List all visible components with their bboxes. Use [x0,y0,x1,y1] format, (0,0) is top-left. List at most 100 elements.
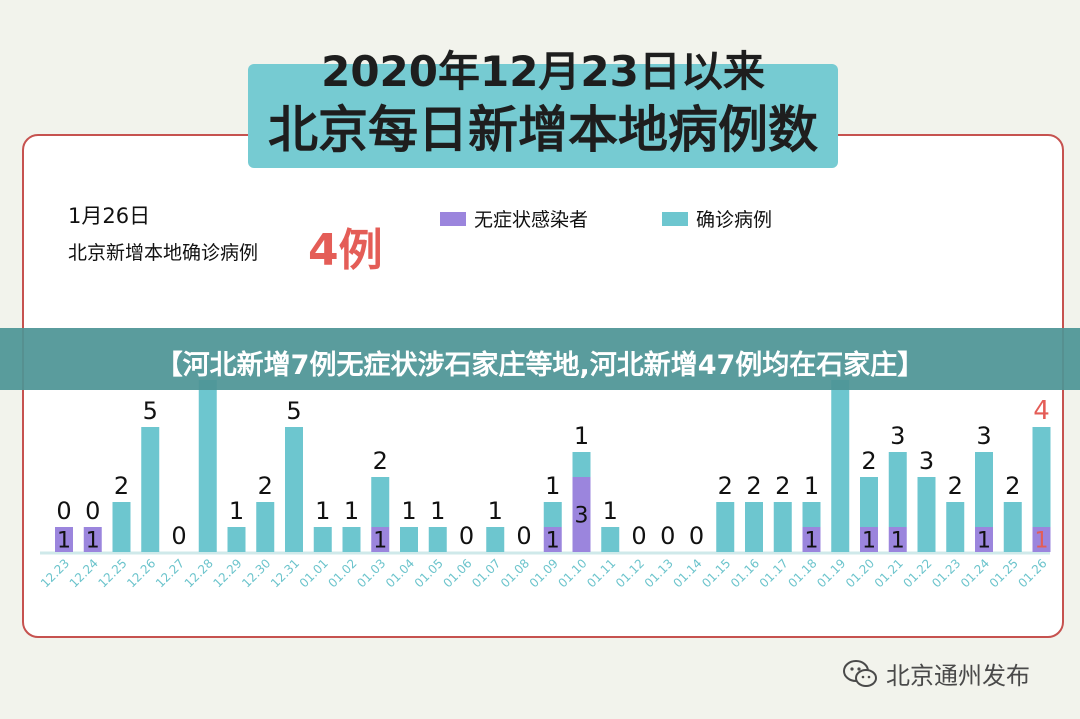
bar-confirmed [860,477,878,527]
x-tick-label: 01.14 [670,556,704,590]
bar-confirmed [745,502,763,552]
x-tick-label: 01.10 [555,556,589,590]
bar-label-confirmed: 2 [373,447,388,475]
bar-label-asymptomatic: 1 [1035,529,1049,554]
bar-label-confirmed: 1 [229,497,244,525]
bar-label-confirmed: 0 [516,522,531,550]
x-tick-label: 12.29 [210,556,244,590]
bar-asymptomatic [1032,527,1051,552]
x-tick-label: 01.08 [498,556,532,590]
bar-label-asymptomatic: 1 [977,529,991,554]
bar-label-asymptomatic: 1 [57,529,71,554]
bar-label-confirmed: 1 [545,472,560,500]
bar-label-confirmed: 3 [919,447,934,475]
bar-label-confirmed: 1 [603,497,618,525]
x-tick-label: 01.25 [987,556,1021,590]
bar-confirmed [831,380,850,552]
x-tick-label: 01.04 [383,556,417,590]
wechat-icon [843,659,877,687]
x-tick-label: 12.23 [38,556,72,590]
x-tick-label: 01.20 [843,556,877,590]
summary-value: 4例 [308,225,383,276]
legend-label-asymptomatic: 无症状感染者 [474,209,589,231]
bar-label-confirmed: 4 [1033,396,1050,426]
bar-confirmed [371,477,390,527]
bar-label-asymptomatic: 3 [575,504,589,529]
bar-asymptomatic [888,527,907,552]
x-tick-label: 01.09 [527,556,561,590]
bar-label-confirmed: 2 [114,472,129,500]
bar-asymptomatic [975,527,993,552]
bar-asymptomatic [83,527,102,552]
bar-confirmed [946,502,965,552]
bar-label-confirmed: 2 [775,472,790,500]
bar-confirmed [313,527,332,552]
bar-confirmed [342,527,361,552]
bar-confirmed [428,527,447,552]
bar-label-confirmed: 1 [344,497,359,525]
bar-label-confirmed: 1 [488,497,503,525]
x-tick-label: 01.11 [584,556,618,590]
title-line2: 北京每日新增本地病例数 [268,101,818,159]
headline-text: 【河北新增7例无症状涉石家庄等地,河北新增47例均在石家庄】 [155,350,925,381]
x-tick-label: 01.23 [929,556,963,590]
x-tick-label: 01.16 [728,556,762,590]
x-tick-label: 01.17 [757,556,791,590]
bar-label-confirmed: 2 [746,472,761,500]
x-tick-label: 12.31 [268,556,302,590]
bar-label-confirmed: 1 [315,497,330,525]
bar-confirmed [486,527,505,552]
x-tick-label: 01.01 [297,556,331,590]
bar-confirmed [400,527,418,552]
bar-confirmed [285,427,303,552]
bar-label-asymptomatic: 1 [373,529,387,554]
x-tick-label: 01.03 [354,556,388,590]
legend-label-confirmed: 确诊病例 [696,209,773,231]
legend-confirmed: 确诊病例 [662,205,772,232]
bar-label-confirmed: 0 [689,522,704,550]
x-tick-label: 12.27 [153,556,187,590]
bar-label-asymptomatic: 1 [546,529,560,554]
x-tick-label: 01.18 [785,556,819,590]
bar-label-confirmed: 2 [948,472,963,500]
title-line1: 2020年12月23日以来 [321,47,765,96]
bar-label-asymptomatic: 1 [891,529,905,554]
x-tick-label: 01.05 [412,556,446,590]
bar-confirmed [975,452,993,527]
bar-label-confirmed: 0 [631,522,646,550]
bar-label-confirmed: 1 [430,497,445,525]
bar-label-confirmed: 0 [171,522,186,550]
bar-confirmed [716,502,735,552]
bar-label-confirmed: 1 [804,472,819,500]
bar-label-confirmed: 2 [861,447,876,475]
bar-confirmed [773,502,792,552]
headline-banner: 【河北新增7例无症状涉石家庄等地,河北新增47例均在石家庄】 [0,328,1080,390]
legend-asymptomatic: 无症状感染者 [440,205,588,232]
bar-confirmed [112,502,131,552]
bar-label-confirmed: 2 [1005,472,1020,500]
bar-asymptomatic [371,527,390,552]
x-tick-label: 01.21 [872,556,906,590]
bar-confirmed [572,452,591,477]
x-tick-label: 01.06 [440,556,474,590]
x-tick-label: 01.15 [699,556,733,590]
bar-label-confirmed: 0 [56,497,71,525]
bar-asymptomatic [860,527,878,552]
bar-asymptomatic [572,477,591,552]
bar-confirmed [256,502,275,552]
bar-asymptomatic [55,527,73,552]
bar-confirmed [1032,427,1051,527]
bar-label-confirmed: 0 [85,497,100,525]
bar-confirmed [802,502,821,527]
bar-confirmed [141,427,160,552]
title-box: 2020年12月23日以来 北京每日新增本地病例数 [248,47,838,168]
watermark-text: 北京通州发布 [886,662,1030,690]
bar-asymptomatic [802,527,821,552]
bar-confirmed [227,527,246,552]
bar-confirmed [543,502,562,527]
bar-label-asymptomatic: 1 [805,529,819,554]
bar-confirmed [917,477,936,552]
bar-label-confirmed: 0 [660,522,675,550]
bar-label-asymptomatic: 1 [86,529,100,554]
x-tick-label: 01.22 [900,556,934,590]
